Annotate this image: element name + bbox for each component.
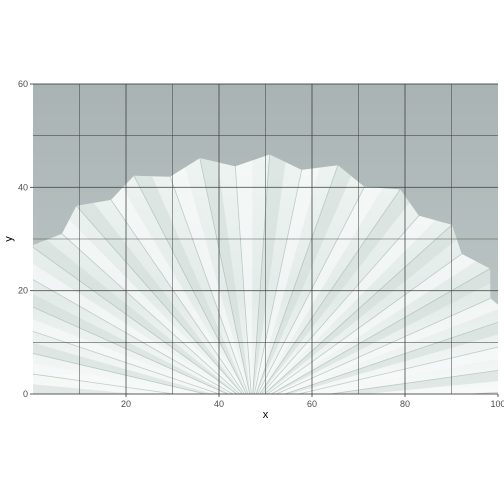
raster-crease [327,369,498,394]
raster-fold [33,294,231,394]
raster-crease [199,158,251,394]
raster-fold [252,154,286,394]
raster-fold [261,215,436,394]
x-tick-label: 40 [214,399,224,409]
raster-fold [33,319,224,394]
raster-fold [62,219,242,394]
raster-crease [266,253,462,394]
raster-image [33,84,498,394]
x-tick-label: 100 [490,399,504,409]
x-tick-label: 80 [400,399,410,409]
raster-fold [276,298,498,394]
raster-crease [296,346,498,394]
raster-fold [33,263,235,394]
raster-fold [76,202,244,394]
raster-crease [33,353,208,394]
raster-fold [255,165,352,394]
x-tick-label: 20 [121,399,131,409]
raster-crease [263,224,453,394]
raster-fold [33,384,136,394]
raster-crease [33,246,238,394]
raster-crease [257,186,365,394]
raster-crease [110,199,245,394]
raster-fold [33,342,214,394]
raster-fold [267,253,476,394]
grid-lines [33,83,498,395]
y-tick-label: 20 [18,286,28,296]
raster-fold [170,167,249,394]
y-axis-ticks: 0 20 40 60 [18,79,33,399]
raster-crease [253,169,303,394]
raster-crease [252,154,270,394]
x-tick-label: 60 [307,399,317,409]
raster-fold [254,167,320,394]
y-tick-label: 0 [23,389,28,399]
x-axis-title: x [263,409,269,421]
raster-fold [259,189,410,394]
y-tick-label: 40 [18,182,28,192]
raster-fold [33,363,194,394]
y-tick-label: 60 [18,79,28,89]
raster-crease [33,373,177,394]
raster-crease [275,298,491,394]
raster-crease [261,215,420,394]
y-axis-title: y [3,236,15,242]
x-axis-ticks: 20 40 60 80 100 [121,394,504,409]
raster-crease [33,330,221,394]
raster-fold [33,239,239,394]
raster-crease [270,268,491,394]
raster-crease [259,189,401,394]
raster-crease [33,279,234,394]
raster-fold [235,160,253,394]
raster-crease [283,321,498,394]
raster-crease [255,165,339,394]
raster-crease [234,166,252,394]
raster-crease [61,233,241,394]
